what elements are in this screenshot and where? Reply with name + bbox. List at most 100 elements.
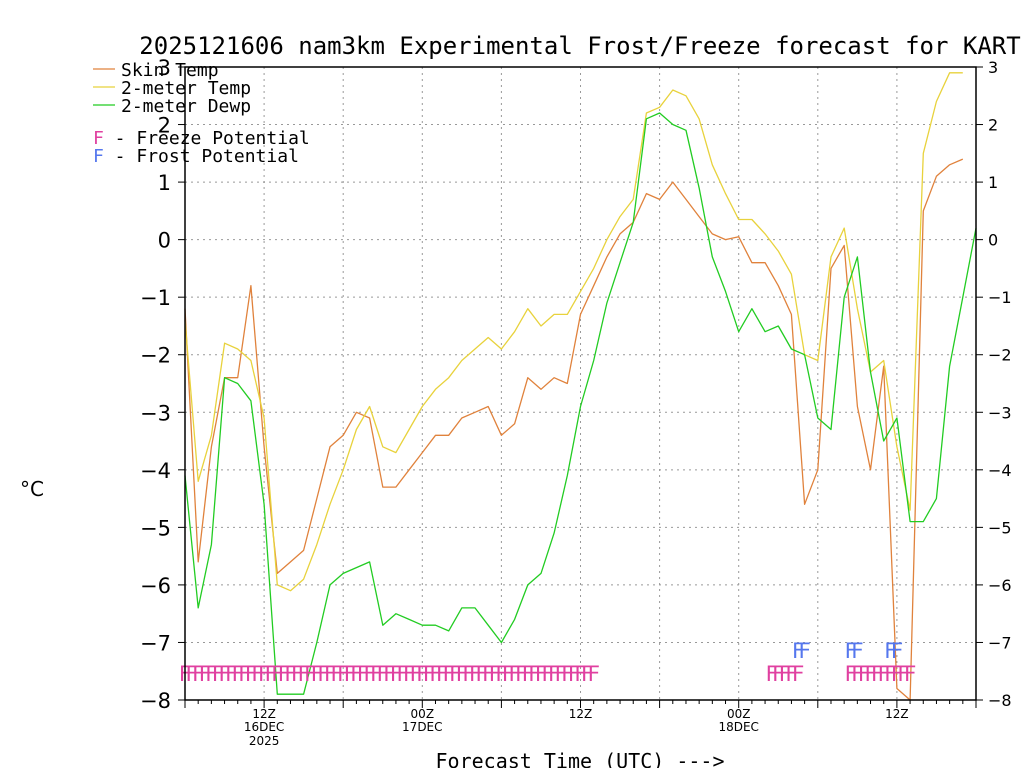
freeze-potential-marker: F <box>765 662 778 686</box>
freeze-potential-marker: F <box>436 662 449 686</box>
freeze-potential-marker: F <box>535 662 548 686</box>
frost-potential-marker: F <box>792 639 805 663</box>
y-tick-label-right: −5 <box>988 518 1012 537</box>
y-tick-label-left: 1 <box>158 171 171 195</box>
frost-potential-marker: F <box>884 639 897 663</box>
freeze-potential-marker: F <box>541 662 554 686</box>
frost-potential-marker: F <box>844 639 857 663</box>
freeze-potential-marker: F <box>212 662 225 686</box>
freeze-potential-marker: F <box>495 662 508 686</box>
freeze-potential-marker: F <box>185 662 198 686</box>
freeze-potential-marker: F <box>291 662 304 686</box>
y-tick-label-left: −5 <box>140 516 171 540</box>
freeze-potential-marker: F <box>403 662 416 686</box>
freeze-potential-marker: F <box>528 662 541 686</box>
freeze-potential-marker: F <box>469 662 482 686</box>
freeze-potential-marker: F <box>245 662 258 686</box>
legend-label: Skin Temp <box>121 60 219 81</box>
freeze-potential-marker: F <box>390 662 403 686</box>
y-tick-label-left: −2 <box>140 344 171 368</box>
y-axis-right: −8 −7 −6 −5 −4 −3 −2 −1 0 1 2 3 <box>976 58 1012 710</box>
frost-potential-marker: F <box>851 639 864 663</box>
y-tick-label-right: −2 <box>988 346 1012 365</box>
potential-markers: FFFFFFFFFFFFFFFFFFFFFFFFFFFFFFFFFFFFFFFF… <box>179 639 917 686</box>
freeze-potential-marker: F <box>456 662 469 686</box>
freeze-potential-marker: F <box>343 662 356 686</box>
freeze-potential-marker: F <box>337 662 350 686</box>
legend-potential: F - Freeze Potential <box>93 128 310 149</box>
frost-potential-marker: F <box>798 639 811 663</box>
freeze-potential-marker: F <box>409 662 422 686</box>
freeze-potential-marker: F <box>198 662 211 686</box>
freeze-potential-marker: F <box>785 662 798 686</box>
freeze-potential-marker: F <box>264 662 277 686</box>
y-tick-label-left: −6 <box>140 574 171 598</box>
freeze-potential-marker: F <box>423 662 436 686</box>
freeze-potential-marker: F <box>574 662 587 686</box>
freeze-potential-marker: F <box>884 662 897 686</box>
freeze-potential-marker: F <box>844 662 857 686</box>
freeze-potential-marker: F <box>475 662 488 686</box>
freeze-potential-marker: F <box>581 662 594 686</box>
freeze-potential-marker: F <box>792 662 805 686</box>
freeze-potential-marker: F <box>271 662 284 686</box>
series-line-skin-temp <box>184 158 964 701</box>
legend-label: 2-meter Temp <box>121 78 251 99</box>
freeze-potential-marker: F <box>521 662 534 686</box>
freeze-potential-marker: F <box>515 662 528 686</box>
x-axis-label: Forecast Time (UTC) ---> <box>436 749 725 768</box>
freeze-potential-marker: F <box>554 662 567 686</box>
freeze-potential-marker: F <box>779 662 792 686</box>
x-tick-date: 18DEC <box>718 720 758 734</box>
freeze-potential-marker: F <box>488 662 501 686</box>
freeze-potential-marker: F <box>324 662 337 686</box>
y-tick-label-right: −8 <box>988 691 1012 710</box>
freeze-potential-marker: F <box>192 662 205 686</box>
y-tick-label-right: 1 <box>988 173 998 192</box>
y-tick-label-right: −7 <box>988 633 1012 652</box>
freeze-potential-marker: F <box>238 662 251 686</box>
x-tick-year: 2025 <box>249 734 280 748</box>
y-tick-label-left: −8 <box>140 689 171 713</box>
freeze-potential-marker: F <box>587 662 600 686</box>
freeze-potential-marker: F <box>284 662 297 686</box>
freeze-potential-marker: F <box>251 662 264 686</box>
x-tick-label: 12Z <box>252 707 276 721</box>
freeze-potential-marker: F <box>416 662 429 686</box>
frost-potential-marker: F <box>891 639 904 663</box>
freeze-potential-marker: F <box>548 662 561 686</box>
freeze-potential-marker: F <box>278 662 291 686</box>
freeze-potential-marker: F <box>357 662 370 686</box>
legend-label: 2-meter Dewp <box>121 96 251 117</box>
legend-potential-label: - Frost Potential <box>104 146 299 167</box>
freeze-potential-marker: F <box>317 662 330 686</box>
y-tick-label-left: −1 <box>140 286 171 310</box>
freeze-potential-marker: F <box>561 662 574 686</box>
y-tick-label-right: −4 <box>988 461 1012 480</box>
y-tick-label-right: 0 <box>988 231 998 250</box>
freeze-potential-marker: F <box>304 662 317 686</box>
legend-potential-label: - Freeze Potential <box>104 128 310 149</box>
freeze-potential-marker: F <box>851 662 864 686</box>
y-tick-label-right: −6 <box>988 576 1012 595</box>
freeze-potential-marker: F <box>231 662 244 686</box>
freeze-potential-marker: F <box>350 662 363 686</box>
freeze-potential-marker: F <box>482 662 495 686</box>
freeze-potential-marker: F <box>462 662 475 686</box>
freeze-potential-marker: F <box>858 662 871 686</box>
y-axis-left: −8 −7 −6 −5 −4 −3 −2 −1 0 1 2 3 <box>140 56 185 713</box>
freeze-potential-marker: F <box>383 662 396 686</box>
freeze-potential-marker: F <box>429 662 442 686</box>
freeze-potential-marker: F <box>449 662 462 686</box>
freeze-potential-marker: F <box>258 662 271 686</box>
freeze-potential-marker: F <box>225 662 238 686</box>
x-tick-label: 12Z <box>569 707 593 721</box>
freeze-potential-marker: F <box>376 662 389 686</box>
freeze-potential-marker: F <box>864 662 877 686</box>
y-axis-label: °C <box>20 477 44 501</box>
x-tick-label: 00Z <box>727 707 751 721</box>
freeze-potential-marker: F <box>396 662 409 686</box>
y-tick-label-left: 0 <box>158 229 171 253</box>
